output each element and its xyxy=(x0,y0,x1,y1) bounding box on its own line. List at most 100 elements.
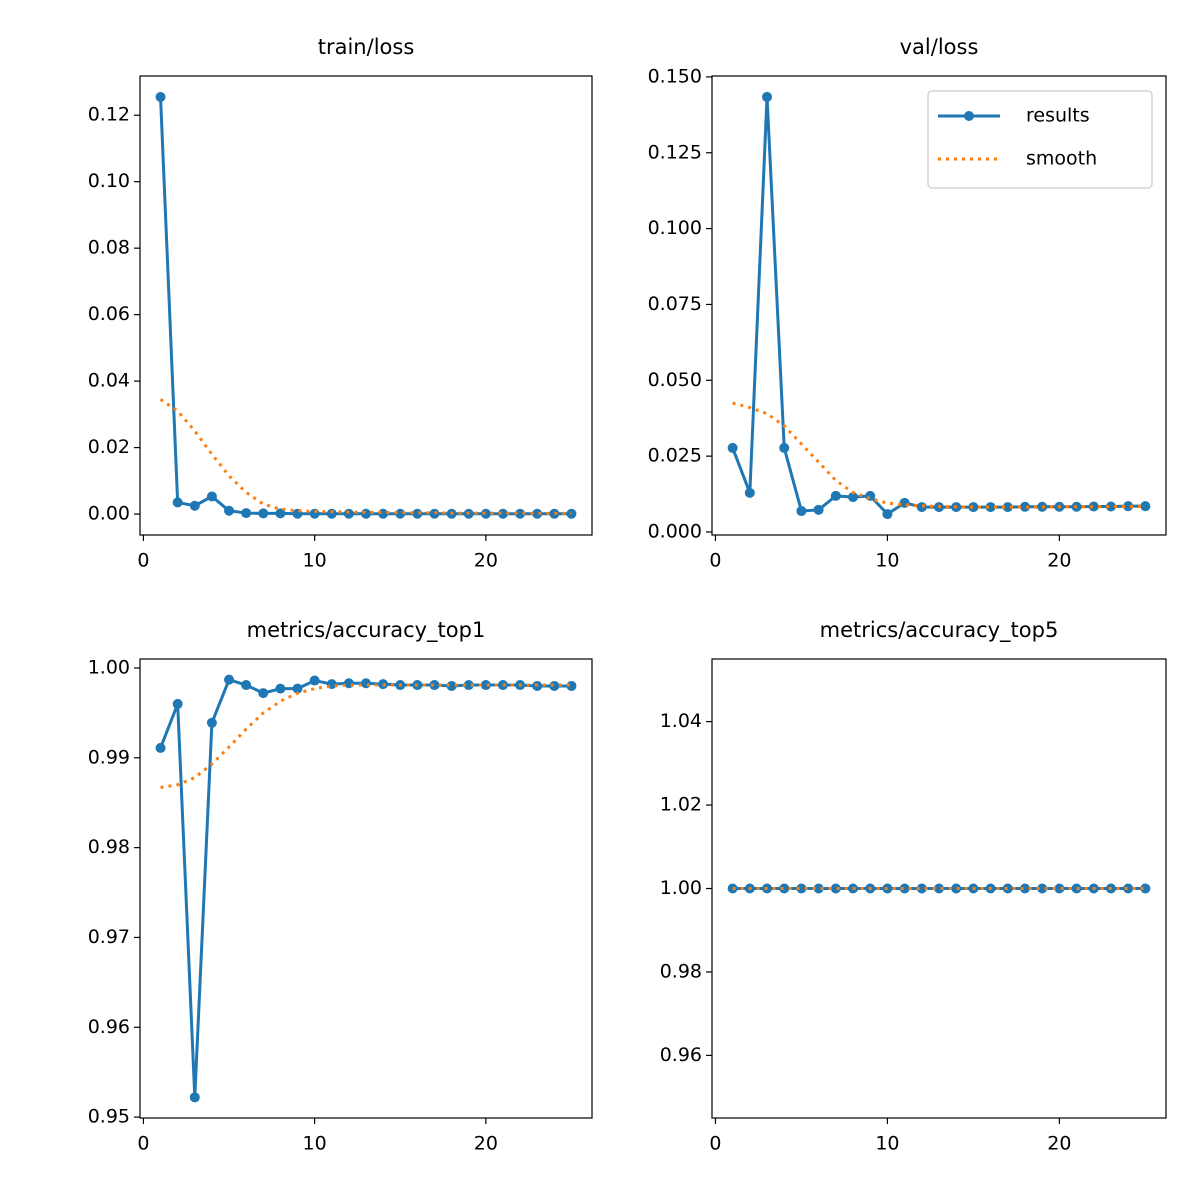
chart-title: val/loss xyxy=(900,35,979,59)
point xyxy=(326,508,337,519)
point xyxy=(744,487,755,498)
point xyxy=(1002,502,1013,513)
point xyxy=(1123,501,1134,512)
series-line xyxy=(160,683,572,789)
point xyxy=(813,504,824,515)
point xyxy=(224,674,235,685)
y-tick-label: 0.12 xyxy=(88,104,130,126)
y-tick-label: 1.02 xyxy=(660,794,702,816)
plot-area xyxy=(155,91,577,519)
point xyxy=(241,680,252,691)
series-line xyxy=(159,398,572,515)
point xyxy=(155,742,166,753)
point xyxy=(830,490,841,501)
y-tick-label: 0.96 xyxy=(660,1044,702,1066)
y-tick-label: 0.10 xyxy=(88,170,130,192)
y-tick-label: 0.96 xyxy=(88,1016,130,1038)
y-tick-label: 0.125 xyxy=(648,141,702,163)
y-tick-label: 0.000 xyxy=(648,520,702,542)
y-tick-label: 0.95 xyxy=(88,1106,130,1128)
x-tick-label: 10 xyxy=(303,550,327,572)
axes-frame xyxy=(711,658,1167,1119)
y-tick-label: 0.075 xyxy=(648,293,702,315)
point xyxy=(566,680,577,691)
y-tick-label: 0.06 xyxy=(88,303,130,325)
x-tick-label: 20 xyxy=(1047,550,1071,572)
point xyxy=(343,508,354,519)
point xyxy=(343,678,354,689)
point xyxy=(1140,883,1151,894)
series-line xyxy=(732,401,1146,509)
point xyxy=(1088,501,1099,512)
point xyxy=(224,505,235,516)
point xyxy=(1071,883,1082,894)
point xyxy=(779,883,790,894)
point xyxy=(899,883,910,894)
y-tick-label: 0.02 xyxy=(88,436,130,458)
y-tick-label: 0.025 xyxy=(648,445,702,467)
y-tick-label: 0.00 xyxy=(88,503,130,525)
x-tick-label: 0 xyxy=(137,1133,149,1155)
point xyxy=(830,883,841,894)
legend-label: smooth xyxy=(1026,148,1097,170)
point xyxy=(549,680,560,691)
point xyxy=(549,508,560,519)
y-tick-label: 1.00 xyxy=(660,877,702,899)
point xyxy=(429,680,440,691)
point xyxy=(1054,883,1065,894)
y-tick-label: 0.97 xyxy=(88,926,130,948)
point xyxy=(446,680,457,691)
plot-area xyxy=(727,91,1151,520)
point xyxy=(189,500,200,511)
chart-title: metrics/accuracy_top1 xyxy=(247,618,486,643)
y-tick-label: 0.98 xyxy=(88,836,130,858)
point xyxy=(1019,501,1030,512)
point xyxy=(762,91,773,102)
point xyxy=(497,508,508,519)
point xyxy=(258,508,269,519)
point xyxy=(951,883,962,894)
point xyxy=(155,91,166,102)
point xyxy=(532,508,543,519)
point xyxy=(515,508,526,519)
point xyxy=(1037,883,1048,894)
x-tick-label: 0 xyxy=(709,1133,721,1155)
x-tick-label: 10 xyxy=(875,1133,899,1155)
y-tick-label: 1.00 xyxy=(88,656,130,678)
x-tick-label: 0 xyxy=(709,550,721,572)
point xyxy=(292,683,303,694)
point xyxy=(172,698,183,709)
legend-label: results xyxy=(1026,105,1090,127)
point xyxy=(882,509,893,520)
y-tick-label: 0.150 xyxy=(648,65,702,87)
y-tick-label: 0.04 xyxy=(88,370,130,392)
x-tick-label: 0 xyxy=(137,550,149,572)
point xyxy=(796,883,807,894)
point xyxy=(727,442,738,453)
y-tick-label: 0.98 xyxy=(660,960,702,982)
point xyxy=(412,508,423,519)
point xyxy=(189,1092,200,1103)
point xyxy=(241,508,252,519)
chart-title: train/loss xyxy=(318,35,415,59)
x-tick-label: 20 xyxy=(474,1133,498,1155)
point xyxy=(275,508,286,519)
point xyxy=(865,490,876,501)
point xyxy=(985,502,996,513)
axes-frame xyxy=(139,75,593,536)
plot-area xyxy=(727,883,1151,894)
point xyxy=(275,683,286,694)
y-tick-label: 0.100 xyxy=(648,217,702,239)
point xyxy=(480,508,491,519)
point xyxy=(1019,883,1030,894)
plot-area xyxy=(155,674,577,1103)
y-tick-label: 1.04 xyxy=(660,710,702,732)
legend-marker xyxy=(964,111,974,121)
point xyxy=(1140,501,1151,512)
point xyxy=(206,491,217,502)
x-tick-label: 10 xyxy=(875,550,899,572)
axes-frame xyxy=(711,75,1167,536)
point xyxy=(1123,883,1134,894)
point xyxy=(779,442,790,453)
